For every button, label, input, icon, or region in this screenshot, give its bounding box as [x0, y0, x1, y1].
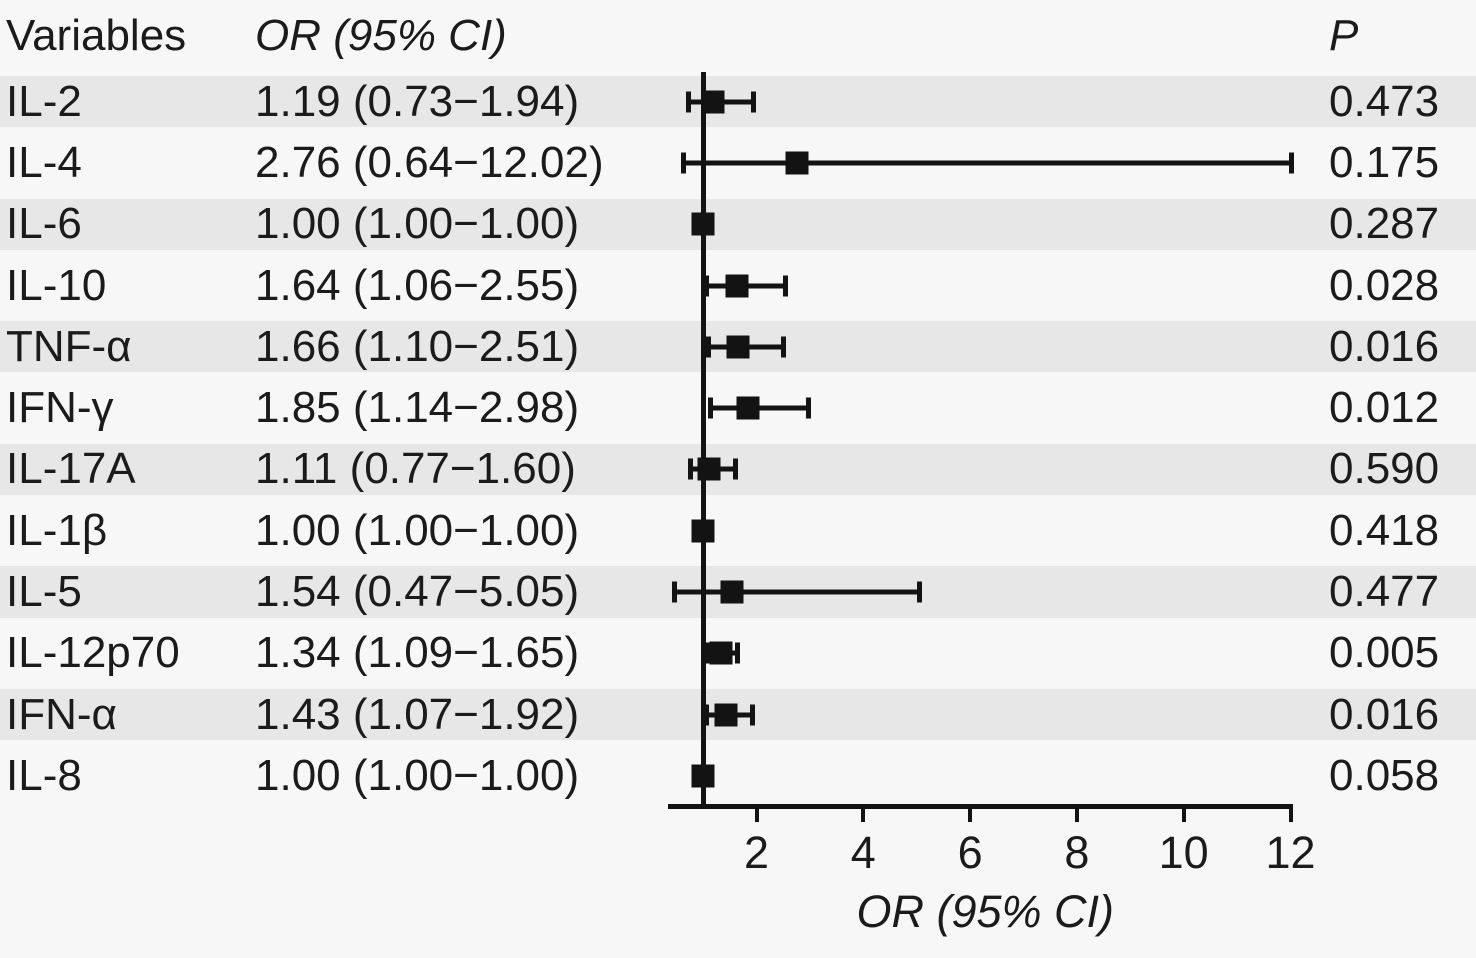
x-axis-tick-label: 12 — [1265, 827, 1316, 878]
x-axis-tick-label: 10 — [1158, 827, 1209, 878]
forest-row-il-5: IL-5 1.54 (0.47−5.05) 0.477 — [0, 561, 1476, 622]
forest-row-il-10: IL-10 1.64 (1.06−2.55) 0.028 — [0, 255, 1476, 316]
variable-label: TNF-α — [6, 321, 132, 371]
forest-row-tnf-α: TNF-α 1.66 (1.10−2.51) 0.016 — [0, 316, 1476, 377]
ci-cap-low — [704, 704, 710, 726]
or-point-marker — [725, 274, 749, 298]
column-header-p: P — [1329, 10, 1359, 60]
p-value: 0.016 — [1329, 689, 1440, 739]
forest-row-il-17a: IL-17A 1.11 (0.77−1.60) 0.590 — [0, 439, 1476, 500]
x-axis-tick-label: 6 — [957, 827, 983, 878]
or-point-marker — [720, 580, 744, 604]
ci-cap-high — [806, 397, 812, 419]
ci-cap-low — [686, 91, 692, 113]
or-ci-value: 1.11 (0.77−1.60) — [255, 444, 576, 494]
variable-label: IL-5 — [6, 567, 82, 617]
p-value: 0.418 — [1329, 505, 1440, 555]
x-axis-tick-8 — [1074, 809, 1079, 822]
or-point-marker — [736, 396, 760, 420]
or-ci-value: 1.00 (1.00−1.00) — [255, 505, 580, 555]
ci-cap-high — [781, 336, 787, 358]
forest-row-il-6: IL-6 1.00 (1.00−1.00) 0.287 — [0, 194, 1476, 255]
x-axis-label: OR (95% CI) — [856, 886, 1115, 937]
x-axis-line — [668, 804, 1293, 809]
forest-row-ifn-α: IFN-α 1.43 (1.07−1.92) 0.016 — [0, 684, 1476, 745]
x-axis-tick-6 — [968, 809, 973, 822]
forest-row-il-8: IL-8 1.00 (1.00−1.00) 0.058 — [0, 745, 1476, 806]
p-value: 0.477 — [1329, 567, 1440, 617]
ci-cap-high — [1289, 152, 1295, 174]
or-ci-value: 1.66 (1.10−2.51) — [255, 321, 580, 371]
or-ci-value: 2.76 (0.64−12.02) — [255, 137, 604, 187]
or-ci-value: 1.00 (1.00−1.00) — [255, 750, 580, 800]
or-ci-value: 1.43 (1.07−1.92) — [255, 689, 580, 739]
or-ci-value: 1.00 (1.00−1.00) — [255, 199, 580, 249]
ci-cap-high — [749, 704, 755, 726]
forest-row-il-1β: IL-1β 1.00 (1.00−1.00) 0.418 — [0, 500, 1476, 561]
or-point-marker — [709, 641, 733, 665]
x-axis-tick-label: 4 — [850, 827, 876, 878]
ci-cap-low — [705, 336, 711, 358]
ci-cap-low — [705, 642, 711, 664]
ci-whisker — [674, 589, 920, 595]
variable-label: IL-1β — [6, 505, 108, 555]
forest-row-il-2: IL-2 1.19 (0.73−1.94) 0.473 — [0, 71, 1476, 132]
or-ci-value: 1.85 (1.14−2.98) — [255, 383, 580, 433]
or-point-marker — [785, 151, 809, 175]
forest-row-il-12p70: IL-12p70 1.34 (1.09−1.65) 0.005 — [0, 623, 1476, 684]
or-point-marker — [714, 703, 738, 727]
x-axis-tick-label: 2 — [743, 827, 770, 878]
variable-label: IL-12p70 — [6, 628, 180, 678]
p-value: 0.012 — [1329, 383, 1440, 433]
x-axis-tick-10 — [1181, 809, 1186, 822]
ci-cap-low — [672, 581, 678, 603]
column-header-or-ci: OR (95% CI) — [255, 10, 507, 60]
x-axis-tick-label: 8 — [1064, 827, 1090, 878]
reference-line-or-1 — [700, 72, 706, 809]
p-value: 0.590 — [1329, 444, 1440, 494]
x-axis-tick-4 — [861, 809, 866, 822]
forest-row-ifn-γ: IFN-γ 1.85 (1.14−2.98) 0.012 — [0, 378, 1476, 439]
or-point-marker — [701, 90, 725, 114]
variable-label: IFN-γ — [6, 383, 114, 433]
p-value: 0.028 — [1329, 260, 1440, 310]
p-value: 0.473 — [1329, 76, 1440, 126]
or-ci-value: 1.54 (0.47−5.05) — [255, 567, 580, 617]
column-header-variables: Variables — [6, 10, 187, 60]
forest-row-il-4: IL-4 2.76 (0.64−12.02) 0.175 — [0, 132, 1476, 193]
ci-cap-low — [703, 275, 709, 297]
or-ci-value: 1.64 (1.06−2.55) — [255, 260, 580, 310]
ci-cap-high — [916, 581, 922, 603]
p-value: 0.287 — [1329, 199, 1440, 249]
variable-label: IL-8 — [6, 750, 82, 800]
ci-cap-low — [708, 397, 714, 419]
table-header-row: Variables OR (95% CI) P — [0, 0, 1476, 71]
ci-cap-high — [783, 275, 789, 297]
or-point-marker — [726, 335, 750, 359]
p-value: 0.016 — [1329, 321, 1440, 371]
variable-label: IL-6 — [6, 199, 82, 249]
ci-cap-low — [688, 458, 694, 480]
ci-cap-high — [735, 642, 741, 664]
x-axis-tick-2 — [754, 809, 759, 822]
ci-cap-high — [732, 458, 738, 480]
p-value: 0.058 — [1329, 750, 1440, 800]
x-axis-tick-12 — [1288, 809, 1293, 822]
p-value: 0.005 — [1329, 628, 1440, 678]
ci-cap-low — [681, 152, 687, 174]
p-value: 0.175 — [1329, 137, 1440, 187]
variable-label: IL-2 — [6, 76, 82, 126]
or-ci-value: 1.19 (0.73−1.94) — [255, 76, 580, 126]
ci-cap-high — [750, 91, 756, 113]
variable-label: IL-10 — [6, 260, 107, 310]
ci-whisker — [683, 160, 1292, 166]
or-ci-value: 1.34 (1.09−1.65) — [255, 628, 580, 678]
variable-label: IL-17A — [6, 444, 136, 494]
variable-label: IFN-α — [6, 689, 117, 739]
variable-label: IL-4 — [6, 137, 82, 187]
